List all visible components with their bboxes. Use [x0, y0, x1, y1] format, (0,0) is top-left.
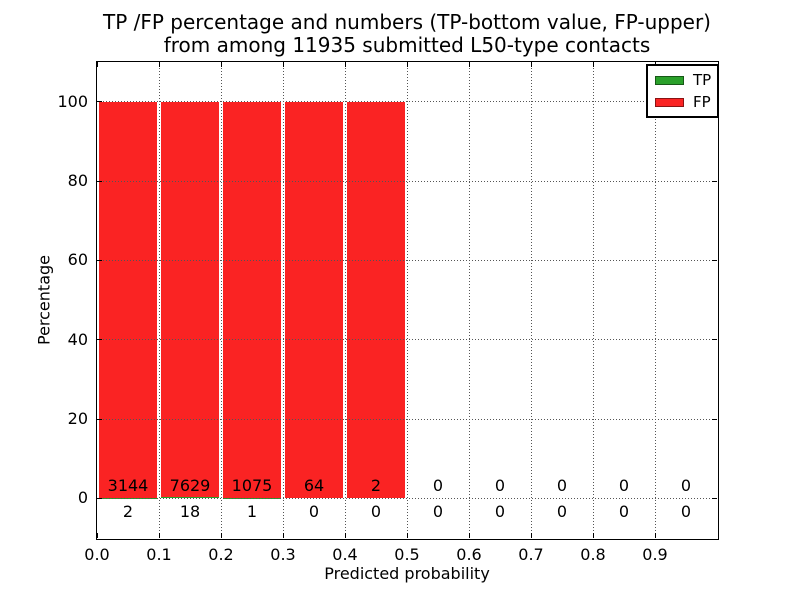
x-tick-mark-top: [220, 62, 222, 67]
tp-count-label: 18: [179, 502, 201, 521]
legend-entry-fp: FP: [655, 91, 711, 113]
x-tick-label: 0.4: [332, 545, 358, 564]
x-tick-mark: [468, 533, 470, 538]
x-tick-mark-top: [530, 62, 532, 67]
x-tick-label: 0.0: [84, 545, 110, 564]
gridline-horizontal: [97, 339, 717, 341]
y-tick-label: 20: [67, 409, 88, 428]
gridline-vertical: [282, 62, 284, 538]
legend: TP FP: [646, 64, 720, 118]
tp-count-label: 0: [308, 502, 320, 521]
x-tick-mark-top: [406, 62, 408, 67]
fp-count-label: 64: [303, 476, 325, 495]
y-tick-mark-right: [712, 339, 717, 341]
y-tick-mark: [97, 180, 102, 182]
gridline-vertical: [654, 62, 656, 538]
tp-count-label: 0: [680, 502, 692, 521]
x-tick-label: 0.1: [146, 545, 172, 564]
legend-swatch-fp: [655, 97, 684, 107]
x-tick-label: 0.9: [642, 545, 668, 564]
x-tick-label: 0.7: [518, 545, 544, 564]
x-axis-label: Predicted probability: [324, 564, 490, 583]
tp-count-label: 0: [556, 502, 568, 521]
gridline-horizontal: [97, 418, 717, 420]
gridline-vertical: [158, 62, 160, 538]
y-tick-label: 100: [57, 91, 88, 111]
x-tick-mark-top: [282, 62, 284, 67]
tp-count-label: 0: [370, 502, 382, 521]
gridline-vertical: [220, 62, 222, 538]
x-tick-mark-top: [96, 62, 98, 67]
gridline-horizontal: [97, 180, 717, 182]
gridline-vertical: [344, 62, 346, 538]
fp-count-label: 0: [494, 476, 506, 495]
legend-entry-tp: TP: [655, 69, 711, 91]
gridline-vertical: [406, 62, 408, 538]
tp-count-label: 0: [494, 502, 506, 521]
gridline-vertical: [530, 62, 532, 538]
x-tick-mark: [592, 533, 594, 538]
y-tick-mark-right: [712, 497, 717, 499]
x-tick-mark: [530, 533, 532, 538]
x-tick-label: 0.3: [270, 545, 296, 564]
y-tick-mark-right: [712, 259, 717, 261]
legend-label-fp: FP: [693, 92, 711, 111]
y-tick-mark: [97, 101, 102, 103]
bar-fp: [160, 101, 220, 498]
tp-count-label: 2: [122, 502, 134, 521]
x-tick-mark: [220, 533, 222, 538]
fp-count-label: 1075: [231, 476, 273, 495]
fp-count-label: 3144: [107, 476, 149, 495]
x-tick-mark: [282, 533, 284, 538]
x-tick-mark: [654, 533, 656, 538]
y-tick-label: 0: [77, 488, 88, 508]
chart-title-line1: TP /FP percentage and numbers (TP-bottom…: [103, 10, 711, 34]
gridline-vertical: [592, 62, 594, 538]
legend-label-tp: TP: [693, 70, 712, 89]
legend-swatch-tp: [655, 75, 684, 85]
x-tick-label: 0.5: [394, 545, 420, 564]
y-tick-mark: [97, 259, 102, 261]
y-tick-mark-right: [712, 180, 717, 182]
x-tick-label: 0.8: [580, 545, 606, 564]
fp-count-label: 0: [556, 476, 568, 495]
gridline-horizontal: [97, 259, 717, 261]
x-tick-mark: [406, 533, 408, 538]
x-tick-mark-top: [158, 62, 160, 67]
fp-count-label: 0: [618, 476, 630, 495]
chart-title-line2: from among 11935 submitted L50-type cont…: [163, 33, 651, 57]
y-tick-mark: [97, 339, 102, 341]
y-tick-mark: [97, 418, 102, 420]
gridline-horizontal: [97, 497, 717, 499]
x-tick-label: 0.6: [456, 545, 482, 564]
x-tick-label: 0.2: [208, 545, 234, 564]
x-tick-mark: [158, 533, 160, 538]
y-tick-label: 80: [67, 171, 88, 190]
fp-count-label: 2: [370, 476, 382, 495]
tp-count-label: 1: [246, 502, 258, 521]
bar-fp: [284, 101, 344, 499]
chart-title: TP /FP percentage and numbers (TP-bottom…: [97, 11, 717, 57]
gridline-vertical: [468, 62, 470, 538]
tp-count-label: 0: [432, 502, 444, 521]
x-tick-mark-top: [468, 62, 470, 67]
fp-count-label: 0: [680, 476, 692, 495]
y-tick-mark-right: [712, 418, 717, 420]
bar-fp: [98, 101, 158, 499]
bar-fp: [346, 101, 406, 499]
fp-count-label: 7629: [169, 476, 211, 495]
tp-count-label: 0: [618, 502, 630, 521]
fp-count-label: 0: [432, 476, 444, 495]
x-tick-mark: [96, 533, 98, 538]
y-tick-label: 40: [67, 329, 88, 349]
y-tick-label: 60: [67, 250, 88, 270]
x-tick-mark-top: [344, 62, 346, 67]
gridline-horizontal: [97, 101, 717, 103]
x-tick-mark: [344, 533, 346, 538]
y-tick-mark: [97, 497, 102, 499]
x-tick-mark-top: [592, 62, 594, 67]
bar-fp: [222, 101, 282, 498]
